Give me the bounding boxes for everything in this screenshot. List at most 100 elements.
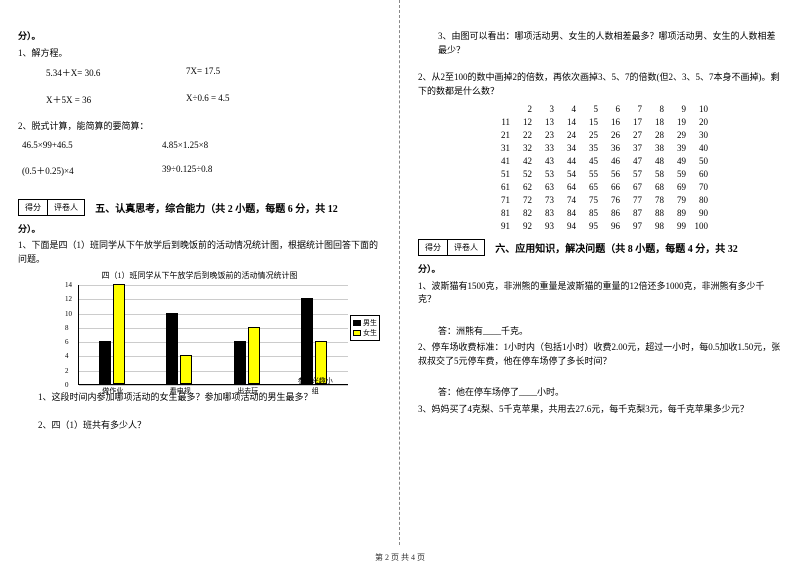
grid-cell: 51 — [488, 169, 510, 179]
grid-cell: 99 — [664, 221, 686, 231]
sub-q3: 3、由图可以看出：哪项活动男、女生的人数相差最多？哪项活动男、女生的人数相差最少… — [418, 30, 782, 57]
grid-cell: 37 — [620, 143, 642, 153]
grid-cell: 66 — [598, 182, 620, 192]
eq1a: 5.34＋X= 30.6 — [46, 66, 186, 79]
chart-title: 四（1）班同学从下午放学后到晚饭前的活动情况统计图 — [18, 270, 381, 281]
grid-cell: 40 — [686, 143, 708, 153]
grader-label: 评卷人 — [48, 200, 84, 215]
grid-cell: 13 — [532, 117, 554, 127]
grid-cell: 90 — [686, 208, 708, 218]
grid-cell: 53 — [532, 169, 554, 179]
q6-1: 1、波斯猫有1500克，非洲熊的重量是波斯猫的重量的12倍还多1000克，非洲熊… — [418, 280, 782, 307]
grid-cell: 9 — [664, 104, 686, 114]
grid-cell: 18 — [642, 117, 664, 127]
fen-end-r: 分）。 — [418, 263, 782, 277]
grid-cell: 70 — [686, 182, 708, 192]
grid-cell: 8 — [642, 104, 664, 114]
grid-cell: 16 — [598, 117, 620, 127]
q6-3: 3、妈妈买了4克梨、5千克苹果，共用去27.6元，每千克梨3元，每千克苹果多少元… — [418, 403, 782, 417]
grid-cell: 4 — [554, 104, 576, 114]
grid-cell: 33 — [532, 143, 554, 153]
section5-header: 得分 评卷人 五、认真思考，综合能力（共 2 小题，每题 6 分，共 12 — [18, 199, 381, 220]
grid-cell: 91 — [488, 221, 510, 231]
grid-cell: 58 — [642, 169, 664, 179]
grid-cell: 5 — [576, 104, 598, 114]
grid-cell: 24 — [554, 130, 576, 140]
score-label-r: 得分 — [419, 240, 448, 255]
grid-cell: 88 — [642, 208, 664, 218]
grid-cell: 83 — [532, 208, 554, 218]
right-column: 3、由图可以看出：哪项活动男、女生的人数相差最多？哪项活动男、女生的人数相差最少… — [400, 0, 800, 545]
grid-cell: 94 — [554, 221, 576, 231]
grid-cell: 77 — [620, 195, 642, 205]
grid-cell: 42 — [510, 156, 532, 166]
grader-label-r: 评卷人 — [448, 240, 484, 255]
eq4a: (0.5＋0.25)×4 — [22, 164, 162, 177]
eq4b: 39÷0.125÷0.8 — [162, 164, 302, 177]
grid-cell: 74 — [554, 195, 576, 205]
grid-cell: 35 — [576, 143, 598, 153]
eq-row-1: 5.34＋X= 30.6 7X= 17.5 — [46, 66, 381, 79]
grid-cell: 10 — [686, 104, 708, 114]
grid-cell: 81 — [488, 208, 510, 218]
score-box-right: 得分 评卷人 — [418, 239, 485, 256]
grid-cell: 45 — [576, 156, 598, 166]
grid-cell: 75 — [576, 195, 598, 205]
grid-cell: 86 — [598, 208, 620, 218]
legend-swatch-boy — [353, 320, 361, 326]
grid-cell: 79 — [664, 195, 686, 205]
grid-cell: 39 — [664, 143, 686, 153]
grid-cell: 50 — [686, 156, 708, 166]
grid-cell: 31 — [488, 143, 510, 153]
grid-cell: 14 — [554, 117, 576, 127]
grid-cell: 71 — [488, 195, 510, 205]
eq3b: 4.85×1.25×8 — [162, 140, 302, 150]
eq-row-2: X＋5X = 36 X÷0.6 = 4.5 — [46, 93, 381, 106]
grid-cell: 68 — [642, 182, 664, 192]
grid-cell: 49 — [664, 156, 686, 166]
eq2b: X÷0.6 = 4.5 — [186, 93, 326, 106]
grid-cell: 20 — [686, 117, 708, 127]
grid-cell: 100 — [686, 221, 708, 231]
grid-cell: 17 — [620, 117, 642, 127]
grid-cell: 47 — [620, 156, 642, 166]
grid-cell: 27 — [620, 130, 642, 140]
grid-cell: 78 — [642, 195, 664, 205]
grid-cell: 65 — [576, 182, 598, 192]
grid-cell: 82 — [510, 208, 532, 218]
grid-cell: 59 — [664, 169, 686, 179]
grid-cell: 89 — [664, 208, 686, 218]
eq1b: 7X= 17.5 — [186, 66, 326, 79]
legend-swatch-girl — [353, 330, 361, 336]
fen-end-1: 分）。 — [18, 30, 381, 44]
q5-1: 1、下面是四（1）班同学从下午放学后到晚饭前的活动情况统计图，根据统计图回答下面… — [18, 239, 381, 266]
grid-cell: 46 — [598, 156, 620, 166]
grid-cell: 67 — [620, 182, 642, 192]
grid-cell: 62 — [510, 182, 532, 192]
eq-row-4: (0.5＋0.25)×4 39÷0.125÷0.8 — [22, 164, 381, 177]
grid-cell: 41 — [488, 156, 510, 166]
grid-cell: 11 — [488, 117, 510, 127]
grid-cell: 32 — [510, 143, 532, 153]
grid-cell: 73 — [532, 195, 554, 205]
grid-cell: 38 — [642, 143, 664, 153]
grid-cell: 84 — [554, 208, 576, 218]
grid-cell: 97 — [620, 221, 642, 231]
grid-cell: 60 — [686, 169, 708, 179]
grid-cell: 7 — [620, 104, 642, 114]
eq3a: 46.5×99+46.5 — [22, 140, 162, 150]
grid-cell: 43 — [532, 156, 554, 166]
grid-cell: 61 — [488, 182, 510, 192]
grid-cell: 96 — [598, 221, 620, 231]
grid-cell: 2 — [510, 104, 532, 114]
grid-cell: 22 — [510, 130, 532, 140]
grid-cell: 87 — [620, 208, 642, 218]
legend-boy: 男生 — [363, 318, 377, 328]
grid-cell: 3 — [532, 104, 554, 114]
sub-q2: 2、四（1）班共有多少人？ — [18, 419, 381, 433]
grid-cell: 30 — [686, 130, 708, 140]
legend-girl: 女生 — [363, 328, 377, 338]
grid-cell: 36 — [598, 143, 620, 153]
grid-cell: 52 — [510, 169, 532, 179]
grid-cell: 56 — [598, 169, 620, 179]
